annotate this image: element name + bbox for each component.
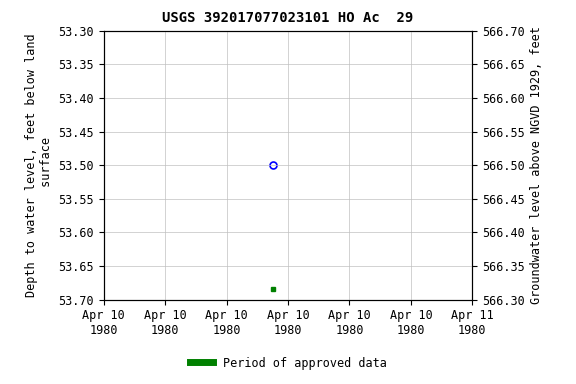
Y-axis label: Depth to water level, feet below land
 surface: Depth to water level, feet below land su… <box>25 33 53 297</box>
Y-axis label: Groundwater level above NGVD 1929, feet: Groundwater level above NGVD 1929, feet <box>530 26 543 304</box>
Title: USGS 392017077023101 HO Ac  29: USGS 392017077023101 HO Ac 29 <box>162 12 414 25</box>
Legend: Period of approved data: Period of approved data <box>185 352 391 374</box>
